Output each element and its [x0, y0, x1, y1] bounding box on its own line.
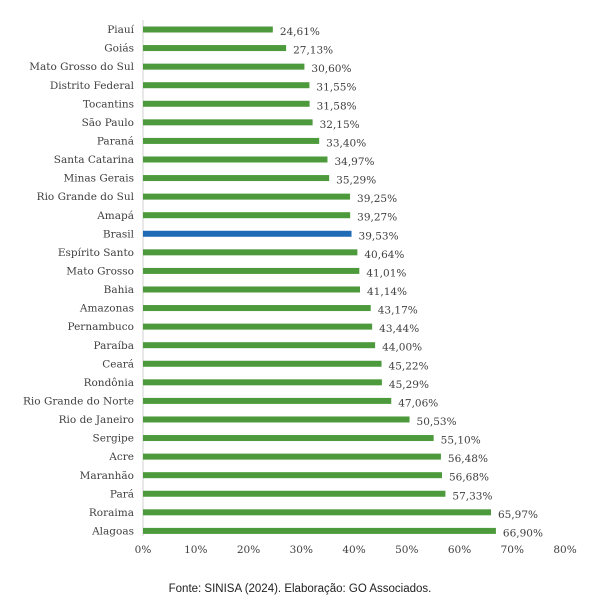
x-tick-label: 0%: [135, 544, 152, 556]
x-tick-label: 30%: [290, 544, 313, 556]
category-label: Espírito Santo: [58, 247, 134, 259]
category-label: Acre: [108, 451, 134, 463]
category-label: Bahia: [104, 284, 134, 296]
bar: [143, 360, 382, 367]
x-tick-label: 20%: [237, 544, 260, 556]
bar: [143, 230, 352, 237]
bar: [143, 26, 273, 33]
data-label: 27,13%: [293, 45, 333, 57]
data-label: 55,10%: [441, 435, 481, 447]
data-label: 41,14%: [367, 286, 407, 298]
data-label: 40,64%: [364, 249, 404, 261]
bar: [143, 212, 351, 219]
bar: [143, 82, 310, 89]
bar: [143, 45, 287, 52]
category-label: Paraná: [97, 136, 134, 148]
data-label: 30,60%: [311, 63, 351, 75]
bar: [143, 175, 330, 182]
category-label: Goiás: [104, 43, 134, 55]
x-tick-label: 60%: [448, 544, 471, 556]
data-label: 39,25%: [357, 193, 397, 205]
data-label: 33,40%: [326, 137, 366, 149]
bar: [143, 193, 351, 200]
category-label: Alagoas: [91, 525, 134, 537]
x-tick-label: 10%: [184, 544, 207, 556]
data-label: 65,97%: [498, 509, 538, 521]
bar: [143, 397, 392, 404]
category-label: Rio Grande do Norte: [23, 396, 134, 408]
data-label: 66,90%: [503, 527, 543, 539]
bar: [143, 286, 361, 293]
x-tick-label: 40%: [342, 544, 365, 556]
bar: [143, 323, 373, 330]
bar: [143, 453, 441, 460]
bar: [143, 527, 496, 534]
category-label: Amapá: [96, 210, 134, 222]
category-label: Distrito Federal: [50, 80, 135, 92]
bar: [143, 305, 371, 312]
x-tick-label: 70%: [501, 544, 524, 556]
bar: [143, 156, 328, 163]
data-label: 47,06%: [398, 397, 438, 409]
bar: [143, 342, 376, 349]
data-label: 57,33%: [452, 490, 492, 502]
data-label: 39,53%: [359, 230, 399, 242]
bar: [143, 119, 313, 126]
category-label: Paraíba: [94, 340, 134, 352]
bar-chart: 0% 10% 20% 30% 40% 50% 60% 70% 80% Piauí 24,61% Goi…: [23, 20, 577, 556]
bar: [143, 435, 434, 442]
category-label: Rondônia: [84, 377, 134, 389]
labels: 0% 10% 20% 30% 40% 50% 60% 70% 80% Piauí 24,61% Goi…: [23, 24, 577, 556]
bar: [143, 379, 382, 386]
category-label: Rio Grande do Sul: [37, 191, 135, 203]
bar: [143, 472, 442, 479]
category-label: Pará: [110, 488, 134, 500]
data-label: 43,17%: [378, 305, 418, 317]
category-label: Sergipe: [93, 433, 134, 445]
bar: [143, 249, 358, 256]
data-label: 35,29%: [336, 175, 376, 187]
data-label: 43,44%: [379, 323, 419, 335]
bar: [143, 509, 491, 516]
data-label: 45,22%: [389, 360, 429, 372]
data-label: 56,68%: [449, 472, 489, 484]
category-label: Tocantins: [83, 98, 134, 110]
data-label: 31,58%: [317, 100, 357, 112]
category-label: Maranhão: [80, 470, 134, 482]
category-label: Ceará: [102, 358, 134, 370]
bar: [143, 416, 410, 423]
category-label: Minas Gerais: [64, 173, 135, 185]
data-label: 39,27%: [357, 212, 397, 224]
bar: [143, 137, 320, 144]
data-label: 56,48%: [448, 453, 488, 465]
data-label: 45,29%: [389, 379, 429, 391]
bar: [143, 63, 305, 70]
data-label: 41,01%: [366, 267, 406, 279]
category-label: Amazonas: [79, 303, 134, 315]
category-label: São Paulo: [82, 117, 134, 129]
category-label: Mato Grosso do Sul: [29, 61, 134, 73]
data-label: 34,97%: [334, 156, 374, 168]
category-label: Piauí: [107, 24, 134, 36]
data-label: 32,15%: [320, 119, 360, 131]
source-note: Fonte: SINISA (2024). Elaboração: GO Ass…: [168, 583, 432, 595]
category-label: Roraima: [89, 507, 134, 519]
bar: [143, 100, 310, 107]
category-label: Brasil: [103, 228, 135, 240]
category-label: Santa Catarina: [54, 154, 134, 166]
bars: [143, 26, 496, 534]
category-label: Mato Grosso: [66, 266, 134, 278]
bar: [143, 267, 360, 274]
data-label: 31,55%: [316, 82, 356, 94]
x-tick-label: 50%: [395, 544, 418, 556]
category-label: Rio de Janeiro: [59, 414, 134, 426]
category-label: Pernambuco: [68, 321, 135, 333]
data-label: 24,61%: [280, 26, 320, 38]
data-label: 50,53%: [417, 416, 457, 428]
data-label: 44,00%: [382, 342, 422, 354]
x-tick-label: 80%: [553, 544, 576, 556]
bar: [143, 490, 446, 497]
